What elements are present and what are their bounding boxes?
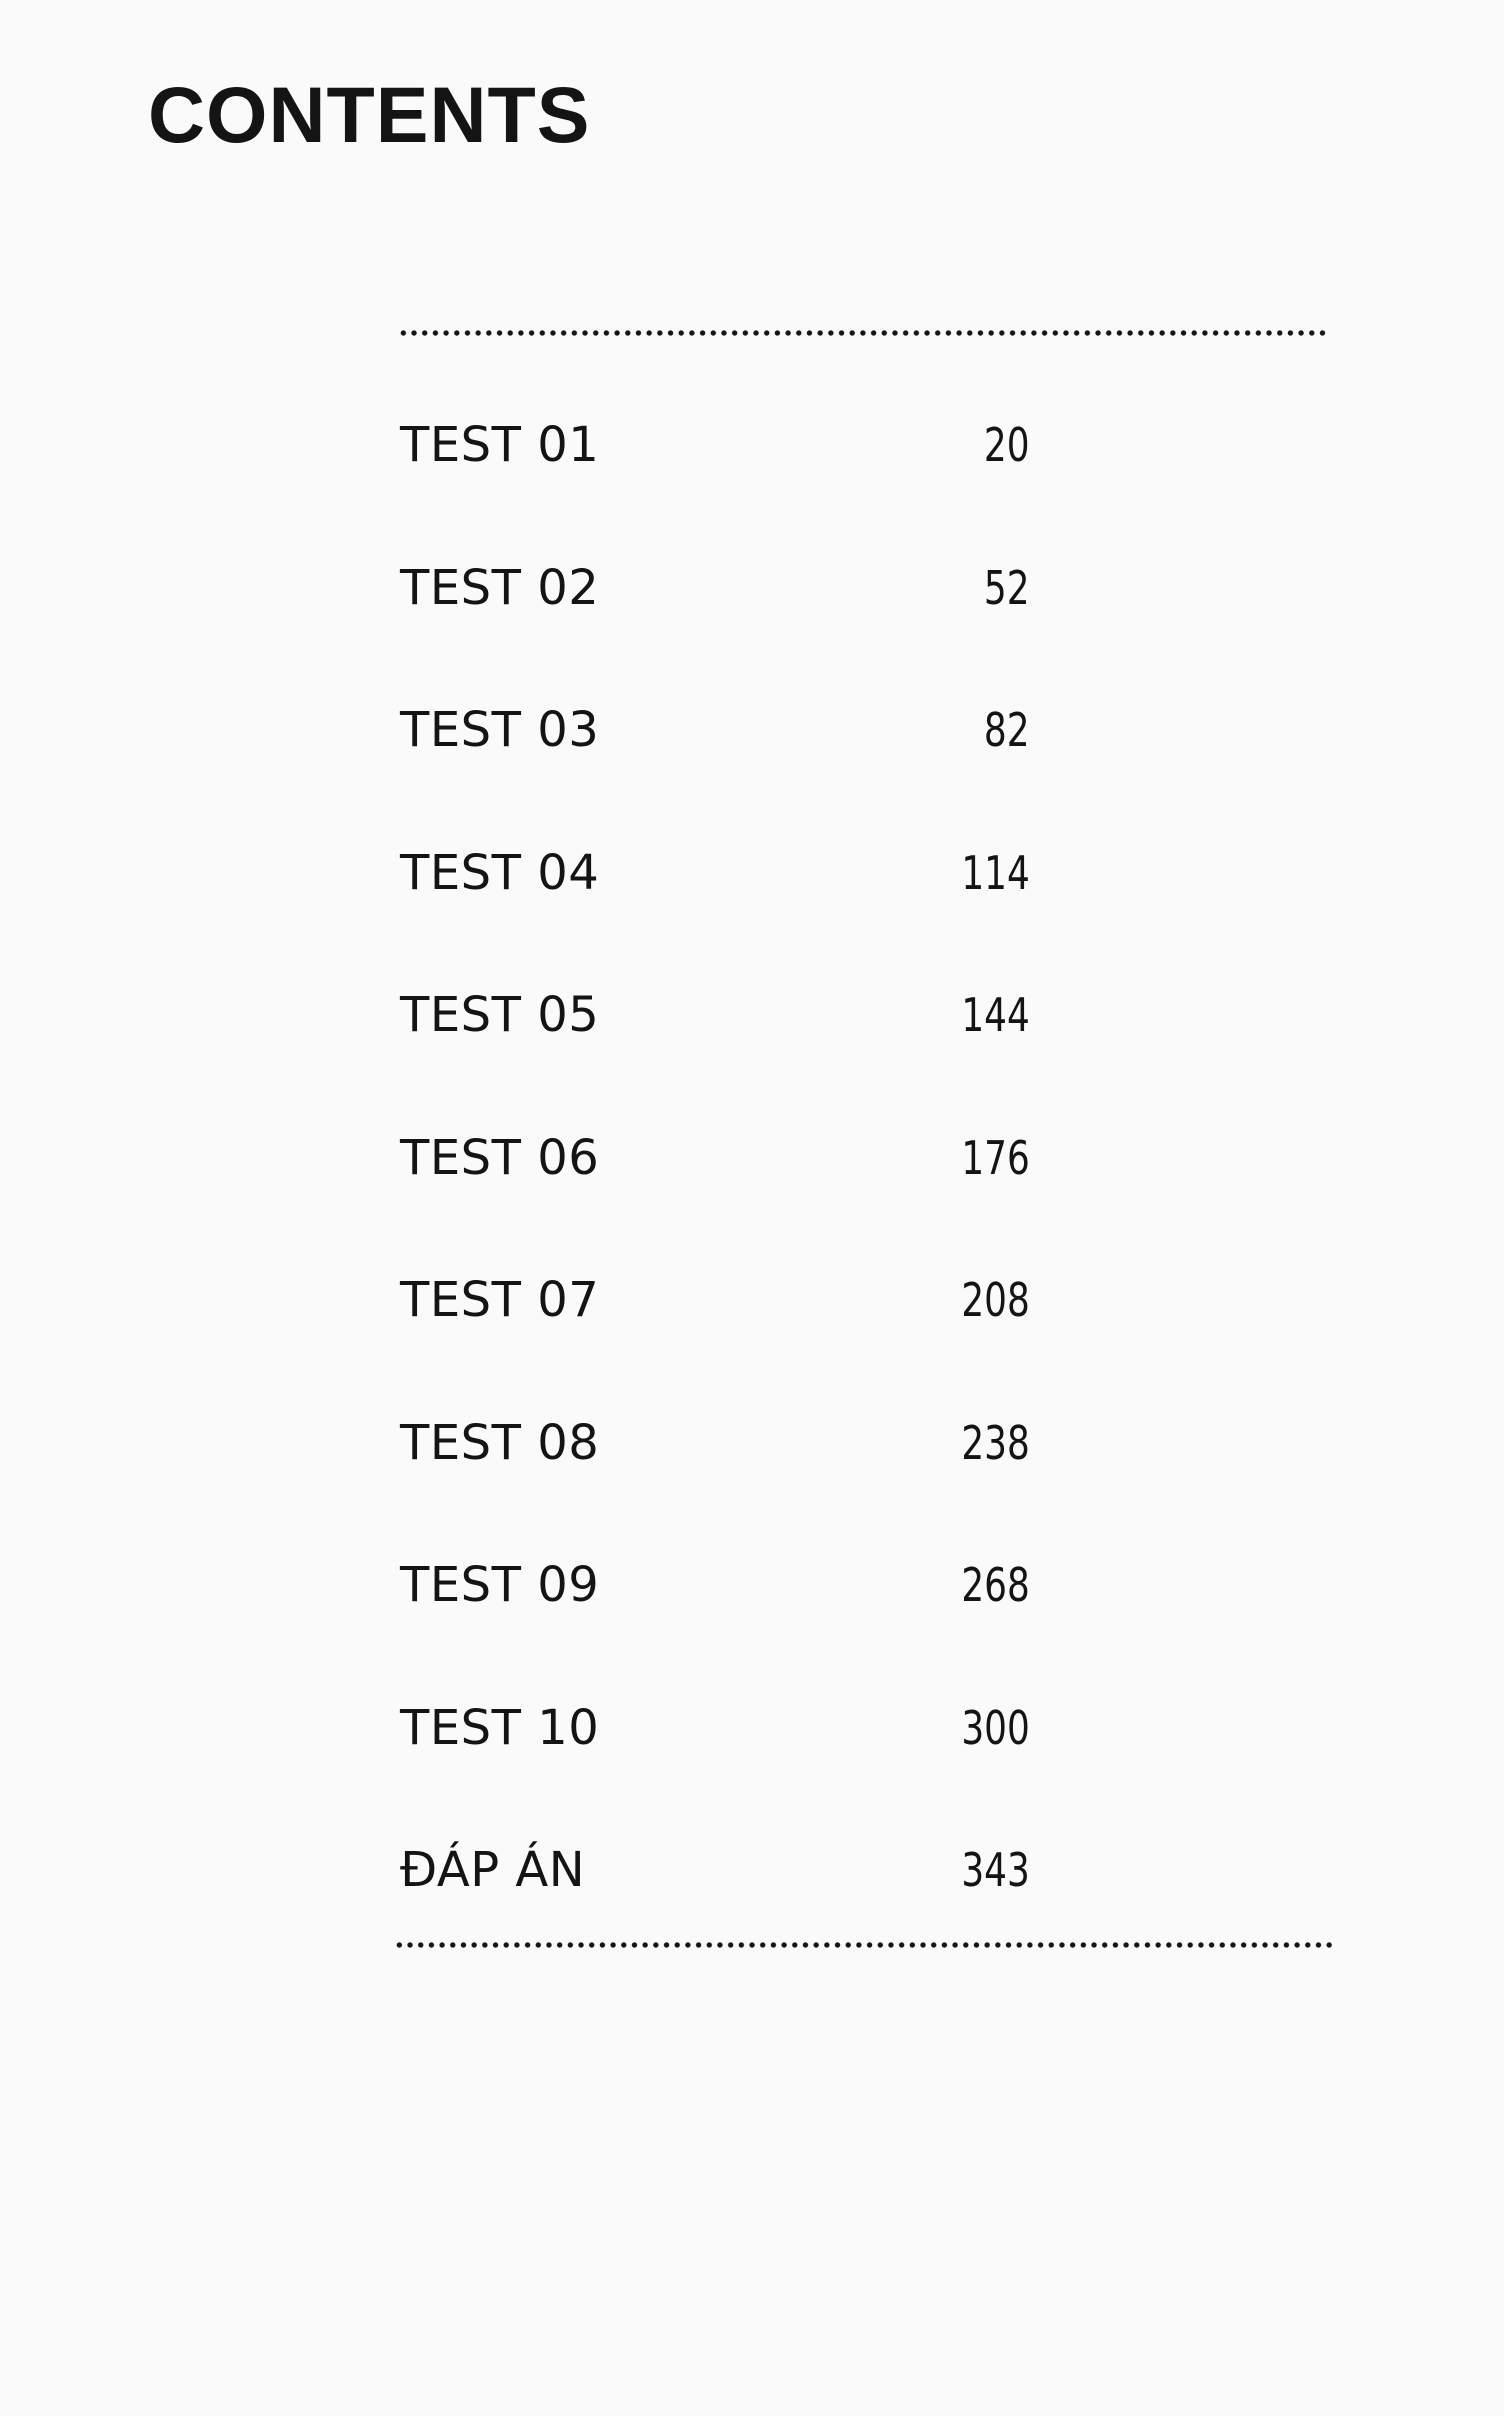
toc-entry-label: TEST 01 — [400, 417, 600, 473]
dotted-divider-top — [398, 330, 1328, 336]
toc-entry-label: TEST 08 — [400, 1414, 600, 1471]
toc-entry: TEST 05 144 — [400, 985, 1030, 1045]
toc-entry: TEST 09 268 — [400, 1555, 1030, 1615]
toc-entry-label: TEST 10 — [400, 1699, 600, 1756]
toc-entry-page-number: 238 — [961, 1415, 1030, 1470]
toc-entry-page-number: 82 — [984, 703, 1030, 757]
toc-entry: TEST 02 52 — [400, 558, 1030, 618]
toc-entry-label: TEST 03 — [400, 702, 600, 758]
toc-entry-page-number: 300 — [961, 1700, 1030, 1755]
toc-entry-page-number: 176 — [961, 1130, 1030, 1185]
toc-entry-page-number: 144 — [961, 988, 1030, 1042]
toc-entry-label: TEST 07 — [400, 1272, 600, 1328]
toc-entry: TEST 01 20 — [400, 415, 1030, 475]
toc-entry-label: TEST 02 — [400, 559, 600, 616]
toc-entry-label: TEST 04 — [400, 844, 600, 901]
toc-entry-page-number: 20 — [984, 418, 1030, 472]
page-title: CONTENTS — [148, 70, 591, 159]
toc-entry-page-number: 52 — [984, 560, 1030, 615]
toc-entry-page-number: 114 — [961, 845, 1030, 900]
toc-entry: TEST 07 208 — [400, 1270, 1030, 1330]
toc-entry: TEST 03 82 — [400, 700, 1030, 760]
toc-entry-page-number: 208 — [961, 1273, 1030, 1327]
toc-entry-page-number: 343 — [961, 1843, 1030, 1897]
toc-entry: ĐÁP ÁN 343 — [400, 1840, 1030, 1900]
toc-entry-label: TEST 05 — [400, 987, 600, 1043]
toc-entry-label: TEST 09 — [400, 1557, 600, 1613]
toc-entry: TEST 04 114 — [400, 843, 1030, 903]
toc-entry-page-number: 268 — [961, 1558, 1030, 1612]
toc-entry-label: TEST 06 — [400, 1129, 600, 1186]
toc-entry: TEST 10 300 — [400, 1698, 1030, 1758]
toc-entry: TEST 06 176 — [400, 1128, 1030, 1188]
toc-entry-label: ĐÁP ÁN — [400, 1842, 586, 1898]
dotted-divider-bottom — [394, 1942, 1332, 1948]
toc-entry: TEST 08 238 — [400, 1413, 1030, 1473]
